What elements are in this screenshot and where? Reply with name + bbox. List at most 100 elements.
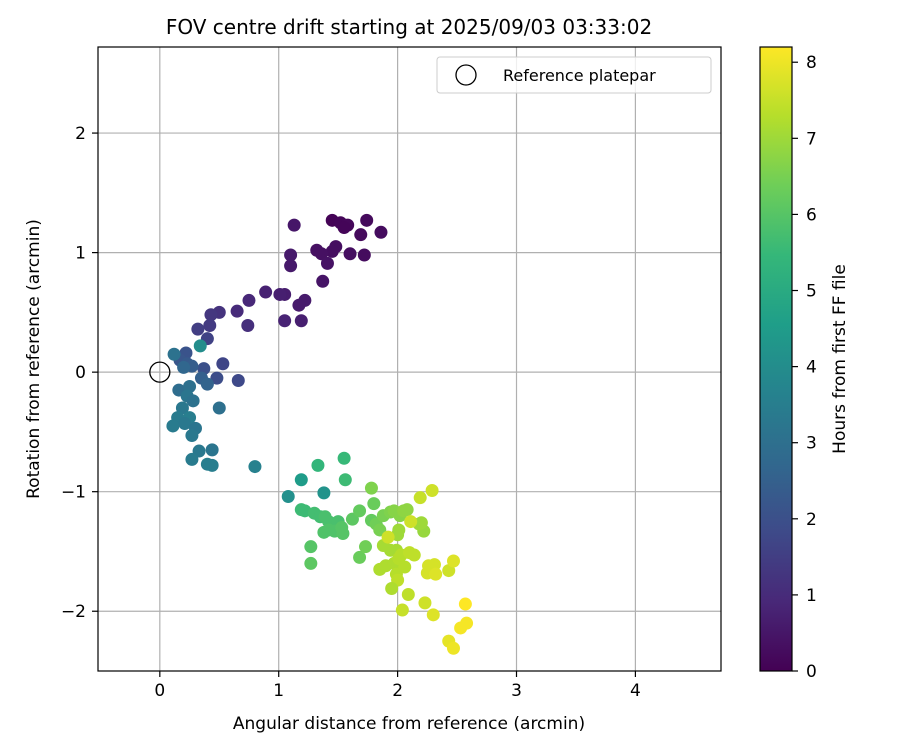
data-point — [241, 319, 255, 333]
data-point — [460, 616, 474, 630]
data-point — [374, 225, 388, 239]
data-point — [400, 503, 414, 517]
data-point — [364, 481, 378, 495]
data-point — [395, 603, 409, 617]
x-tick-label: 2 — [392, 681, 403, 701]
data-point — [404, 515, 418, 529]
data-point — [259, 285, 273, 299]
legend-marker-reference — [455, 64, 477, 86]
colorbar-tick-label: 7 — [806, 129, 817, 149]
data-point — [359, 540, 373, 554]
data-point — [216, 357, 230, 371]
colorbar-tick-label: 8 — [806, 53, 817, 73]
data-point — [414, 516, 428, 530]
colorbar-tick-label: 6 — [806, 205, 817, 225]
data-point — [193, 339, 207, 353]
data-point — [166, 419, 180, 433]
data-point — [353, 504, 367, 518]
data-point — [281, 489, 295, 503]
data-point — [392, 523, 406, 537]
data-point — [242, 293, 256, 307]
data-point — [203, 319, 217, 333]
data-point — [311, 458, 325, 472]
data-point — [205, 443, 219, 457]
data-point — [292, 298, 306, 312]
colorbar-gradient — [759, 46, 793, 672]
data-point — [367, 497, 381, 511]
legend-label-reference: Reference platepar — [503, 66, 656, 85]
data-point — [177, 360, 191, 374]
data-point — [284, 248, 298, 262]
chart-title: FOV centre drift starting at 2025/09/03 … — [166, 15, 652, 39]
data-point — [185, 429, 199, 443]
data-point — [407, 548, 421, 562]
y-tick-label: −1 — [61, 483, 86, 503]
x-tick-label: 4 — [630, 681, 641, 701]
data-point — [294, 314, 308, 328]
x-tick-label: 0 — [154, 681, 165, 701]
data-point — [210, 371, 224, 385]
data-point — [304, 540, 318, 554]
data-point — [385, 582, 399, 596]
y-axis-ticks: −2 −1 0 1 2 — [61, 124, 98, 622]
colorbar-tick-label: 1 — [806, 586, 817, 606]
legend: Reference platepar — [436, 56, 712, 94]
data-points — [166, 213, 474, 655]
data-point — [178, 417, 192, 431]
data-point — [429, 567, 443, 581]
data-point — [413, 491, 427, 505]
data-point — [317, 486, 331, 500]
data-point — [191, 322, 205, 336]
data-point — [294, 473, 308, 487]
data-point — [200, 377, 214, 391]
data-point — [278, 314, 292, 328]
data-point — [230, 304, 244, 318]
data-point — [418, 596, 432, 610]
data-point — [284, 259, 298, 273]
data-point — [357, 248, 371, 262]
data-point — [185, 452, 199, 466]
colorbar-tick-label: 3 — [806, 434, 817, 454]
data-point — [446, 554, 460, 568]
y-tick-label: 1 — [75, 244, 86, 264]
legend-box — [436, 56, 712, 94]
data-point — [325, 244, 339, 258]
colorbar-tick-label: 0 — [806, 662, 817, 682]
y-tick-label: 2 — [75, 124, 86, 144]
data-point — [381, 530, 395, 544]
data-point — [315, 247, 329, 261]
x-axis-ticks: 0 1 2 3 4 — [154, 671, 641, 701]
data-point — [338, 473, 352, 487]
plot-frame — [97, 46, 722, 672]
data-point — [426, 608, 440, 622]
x-axis-title: Angular distance from reference (arcmin) — [233, 714, 585, 734]
colorbar-tick-label: 4 — [806, 358, 817, 378]
data-point — [304, 556, 318, 570]
data-point — [335, 521, 349, 535]
reference-marker — [149, 361, 171, 383]
grid — [98, 47, 721, 671]
colorbar-label: Hours from first FF file — [830, 264, 850, 454]
colorbar-tick-label: 2 — [806, 510, 817, 530]
data-point — [287, 218, 301, 232]
data-point — [354, 228, 368, 242]
data-point — [343, 247, 357, 261]
data-point — [186, 394, 200, 408]
data-point — [212, 401, 226, 415]
colorbar-ticks: 0 1 2 3 4 5 6 7 8 — [792, 53, 817, 682]
data-point — [337, 221, 351, 235]
data-point — [425, 483, 439, 497]
data-point — [320, 256, 334, 270]
data-point — [231, 374, 245, 388]
y-axis-title: Rotation from reference (arcmin) — [24, 219, 44, 499]
x-tick-label: 3 — [511, 681, 522, 701]
data-point — [401, 587, 415, 601]
reference-platepar-marker — [149, 361, 171, 383]
y-tick-label: −2 — [61, 602, 86, 622]
data-point — [273, 287, 287, 301]
x-tick-label: 1 — [273, 681, 284, 701]
data-point — [204, 308, 218, 322]
data-point — [353, 550, 367, 564]
